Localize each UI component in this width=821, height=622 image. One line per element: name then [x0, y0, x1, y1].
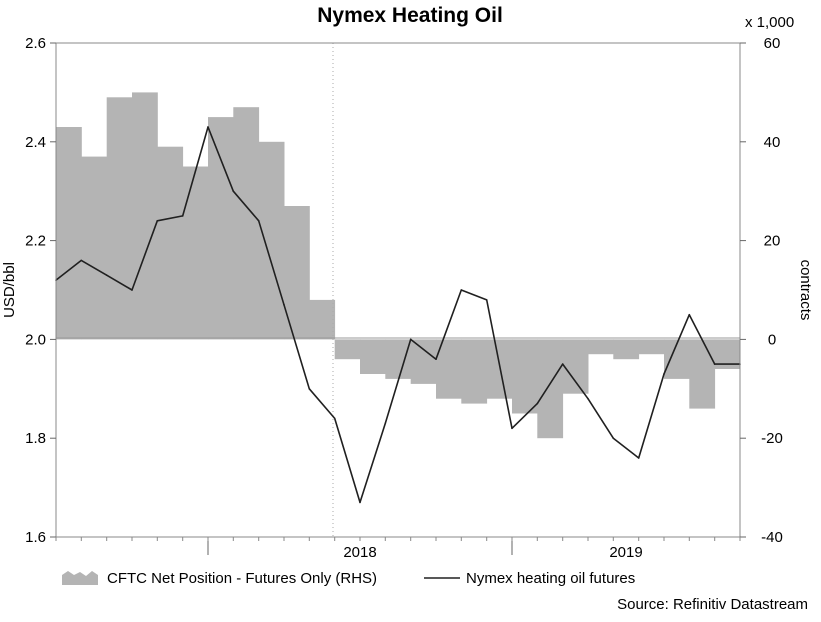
- line-point: [283, 304, 285, 306]
- left-axis-label: USD/bbl: [1, 262, 18, 318]
- left-tick-label: 2.2: [25, 233, 46, 250]
- area-bar: [56, 127, 82, 340]
- area-bar: [258, 141, 285, 340]
- area-bar: [360, 339, 386, 374]
- line-point: [80, 259, 83, 262]
- area-bar: [309, 299, 336, 340]
- line-point: [435, 358, 437, 361]
- line-point: [460, 289, 463, 291]
- legend-label-net-position: CFTC Net Position - Futures Only (RHS): [107, 570, 377, 587]
- area-bar: [512, 339, 538, 414]
- line-point: [612, 437, 615, 440]
- legend-label-heating-oil: Nymex heating oil futures: [466, 570, 635, 587]
- line-point: [688, 313, 691, 316]
- right-axis-multiplier: x 1,000: [745, 14, 794, 31]
- line-point: [156, 220, 159, 222]
- plot-frame: [55, 42, 741, 538]
- area-bar: [461, 339, 488, 404]
- line-point: [384, 422, 387, 425]
- right-tick-label: 20: [764, 233, 781, 250]
- left-axis: 1.6 1.8 2.0 2.2 2.4 2.6: [25, 35, 56, 546]
- line-point: [409, 338, 412, 341]
- right-tick-label: -40: [761, 529, 783, 546]
- line-point: [207, 126, 209, 128]
- area-bar: [562, 339, 589, 394]
- line-point: [485, 299, 488, 301]
- x-axis: 2018 2019: [55, 537, 741, 561]
- x-tick-label: 2019: [609, 544, 642, 561]
- plot-area: [55, 42, 741, 538]
- left-tick-label: 2.6: [25, 35, 46, 52]
- legend-area-swatch: [62, 571, 98, 585]
- x-tick-label: 2018: [343, 544, 376, 561]
- line-point: [561, 363, 564, 365]
- line-point: [257, 220, 260, 222]
- line-point: [663, 373, 665, 375]
- right-tick-label: 60: [764, 35, 781, 52]
- source-note: Source: Refinitiv Datastream: [617, 596, 808, 613]
- right-tick-label: -20: [761, 430, 783, 447]
- area-bar: [81, 156, 108, 340]
- line-point: [333, 417, 336, 420]
- line-point: [181, 215, 184, 217]
- right-tick-label: 40: [764, 134, 781, 151]
- area-bar: [157, 146, 184, 340]
- chart-title: Nymex Heating Oil: [317, 4, 503, 27]
- area-bar: [182, 166, 209, 340]
- area-bar: [588, 339, 614, 355]
- line-point: [105, 274, 108, 277]
- line-point: [587, 397, 589, 400]
- right-axis: -40 -20 0 20 40 60: [740, 35, 783, 546]
- area-bar: [638, 339, 665, 355]
- left-tick-label: 2.4: [25, 134, 46, 151]
- line-point: [637, 457, 640, 459]
- area-bar: [537, 339, 564, 439]
- area-bar: [385, 339, 412, 379]
- area-bar: [410, 339, 437, 384]
- area-bar: [106, 97, 133, 340]
- area-bar: [689, 339, 716, 409]
- line-point: [511, 427, 513, 430]
- net-position-area: [56, 92, 741, 439]
- area-bar: [664, 339, 690, 379]
- left-tick-label: 1.6: [25, 529, 46, 546]
- area-bar: [334, 339, 361, 360]
- heating-oil-line: [55, 126, 741, 504]
- left-tick-label: 1.8: [25, 430, 46, 447]
- line-point: [232, 190, 235, 192]
- right-axis-label: contracts: [797, 260, 814, 321]
- area-bar: [208, 117, 234, 340]
- right-tick-label: 0: [768, 331, 776, 348]
- line-point: [359, 501, 361, 504]
- area-bar: [132, 92, 158, 340]
- legend: CFTC Net Position - Futures Only (RHS) N…: [62, 570, 635, 587]
- left-tick-label: 2.0: [25, 331, 46, 348]
- series-line: [55, 126, 740, 504]
- area-bar: [613, 339, 640, 360]
- line-point: [131, 289, 133, 291]
- line-point: [536, 402, 539, 405]
- line-point: [308, 388, 311, 390]
- line-point: [713, 363, 716, 365]
- area-bar: [233, 107, 260, 340]
